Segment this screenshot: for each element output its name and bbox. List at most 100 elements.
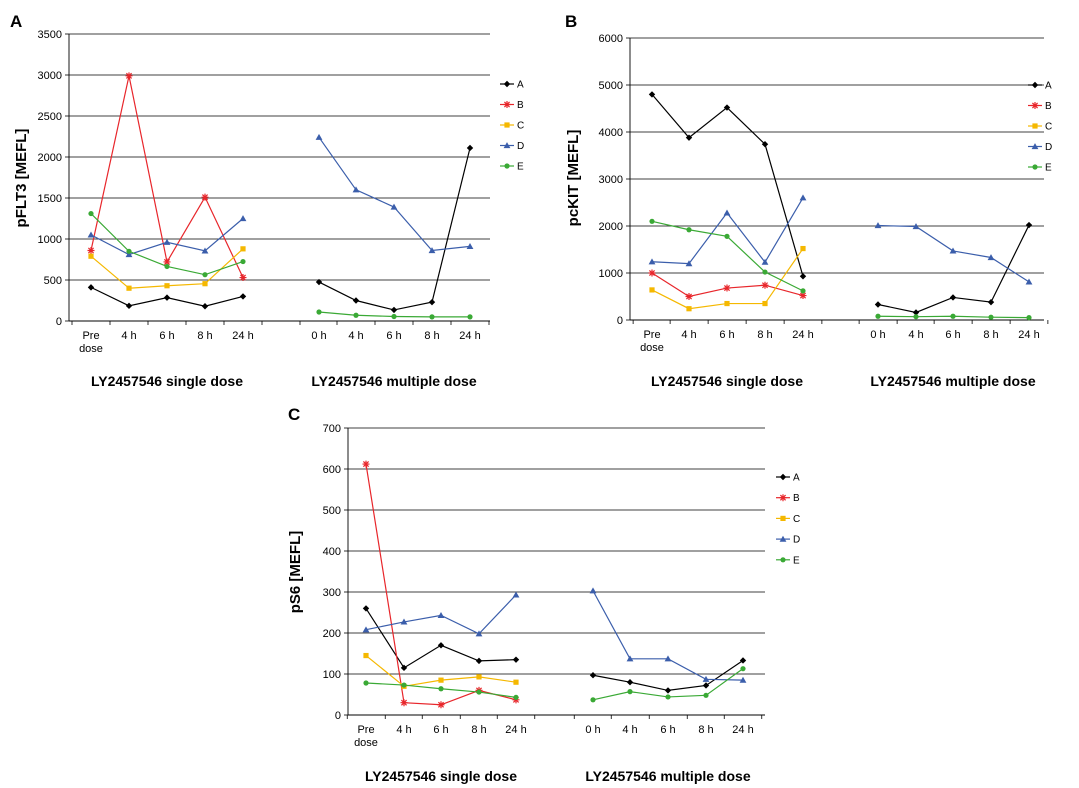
legend-marker	[1032, 123, 1038, 129]
data-point	[202, 272, 208, 278]
panel-label: C	[288, 405, 300, 424]
series-b	[648, 269, 807, 300]
series-d	[87, 133, 474, 258]
data-point	[438, 686, 444, 692]
legend-marker	[503, 142, 511, 149]
x-tick-label: 6 h	[386, 330, 401, 342]
data-point	[87, 284, 95, 291]
x-tick-label: 24 h	[505, 724, 526, 736]
series-d	[648, 194, 1033, 285]
legend-label: D	[1045, 142, 1052, 153]
legend-entry-b: B	[776, 493, 800, 504]
legend-label: D	[517, 141, 524, 152]
series-line	[877, 224, 1030, 283]
x-tick-label: Pre	[357, 724, 374, 736]
x-tick-label: 6 h	[433, 724, 448, 736]
data-point	[437, 701, 445, 709]
data-point	[429, 314, 435, 320]
data-point	[202, 281, 208, 287]
legend-label: E	[517, 162, 524, 173]
data-point	[438, 677, 444, 683]
y-tick-label: 3000	[38, 70, 62, 82]
legend-marker	[1032, 164, 1038, 170]
data-point	[476, 689, 482, 695]
data-point	[739, 657, 747, 664]
data-point	[513, 679, 519, 685]
data-point	[723, 104, 731, 111]
data-point	[800, 288, 806, 294]
data-point	[874, 222, 882, 229]
data-point	[761, 141, 769, 148]
series-a	[648, 91, 1033, 316]
data-point	[761, 281, 769, 289]
data-point	[240, 258, 246, 265]
y-tick-label: 1000	[599, 268, 623, 280]
series-line	[318, 136, 471, 252]
y-tick-label: 1000	[38, 234, 62, 246]
legend-entry-a: A	[776, 473, 800, 484]
panel-label: A	[10, 12, 22, 31]
legend-entry-e: E	[1028, 163, 1052, 174]
data-point	[627, 689, 633, 695]
data-point	[762, 300, 768, 307]
data-point	[352, 297, 360, 304]
legend-label: C	[517, 121, 524, 132]
data-point	[649, 218, 655, 224]
x-tick-label: Pre	[643, 329, 660, 341]
data-point	[800, 245, 806, 252]
data-point	[126, 248, 132, 254]
x-tick-label: 4 h	[681, 329, 696, 341]
y-tick-label: 500	[323, 505, 341, 517]
data-point	[949, 247, 957, 254]
legend-marker	[779, 473, 787, 481]
series-line	[592, 590, 744, 681]
legend-label: C	[1045, 122, 1052, 133]
data-point	[799, 194, 807, 201]
series-d	[362, 587, 747, 683]
data-point	[316, 309, 322, 315]
data-point	[400, 664, 408, 672]
data-point	[799, 273, 807, 280]
x-tick-label: 8 h	[471, 724, 486, 736]
data-point	[987, 298, 995, 306]
legend-label: E	[793, 555, 800, 566]
data-point	[648, 269, 656, 277]
data-point	[466, 242, 474, 249]
data-point	[475, 657, 483, 665]
data-point	[875, 313, 881, 319]
x-tick-label: 24 h	[792, 329, 813, 341]
data-point	[703, 692, 709, 698]
data-point	[513, 694, 519, 700]
data-point	[163, 294, 171, 301]
y-tick-label: 5000	[599, 80, 623, 92]
data-point	[626, 679, 634, 686]
data-point	[913, 314, 919, 320]
legend-label: C	[793, 514, 800, 525]
data-point	[201, 247, 209, 254]
y-tick-label: 2000	[38, 152, 62, 164]
data-point	[949, 294, 957, 301]
legend-entry-e: E	[776, 555, 800, 566]
series-c	[649, 245, 806, 312]
legend-label: E	[1045, 163, 1052, 174]
data-point	[740, 666, 746, 672]
legend-label: B	[517, 100, 524, 111]
x-tick-label: 0 h	[870, 329, 885, 341]
data-point	[648, 258, 656, 265]
data-point	[362, 605, 370, 612]
series-line	[318, 147, 471, 311]
y-tick-label: 0	[617, 315, 623, 327]
group-label: LY2457546 multiple dose	[311, 373, 476, 389]
group-label: LY2457546 single dose	[91, 373, 243, 389]
x-tick-label: dose	[79, 343, 103, 355]
y-tick-label: 0	[335, 710, 341, 722]
series-b	[87, 72, 247, 282]
legend-marker	[1031, 143, 1039, 150]
data-point	[126, 285, 132, 291]
data-point	[685, 293, 693, 300]
x-tick-label: 8 h	[197, 330, 212, 342]
y-tick-label: 600	[323, 464, 341, 476]
series-line	[651, 197, 804, 265]
